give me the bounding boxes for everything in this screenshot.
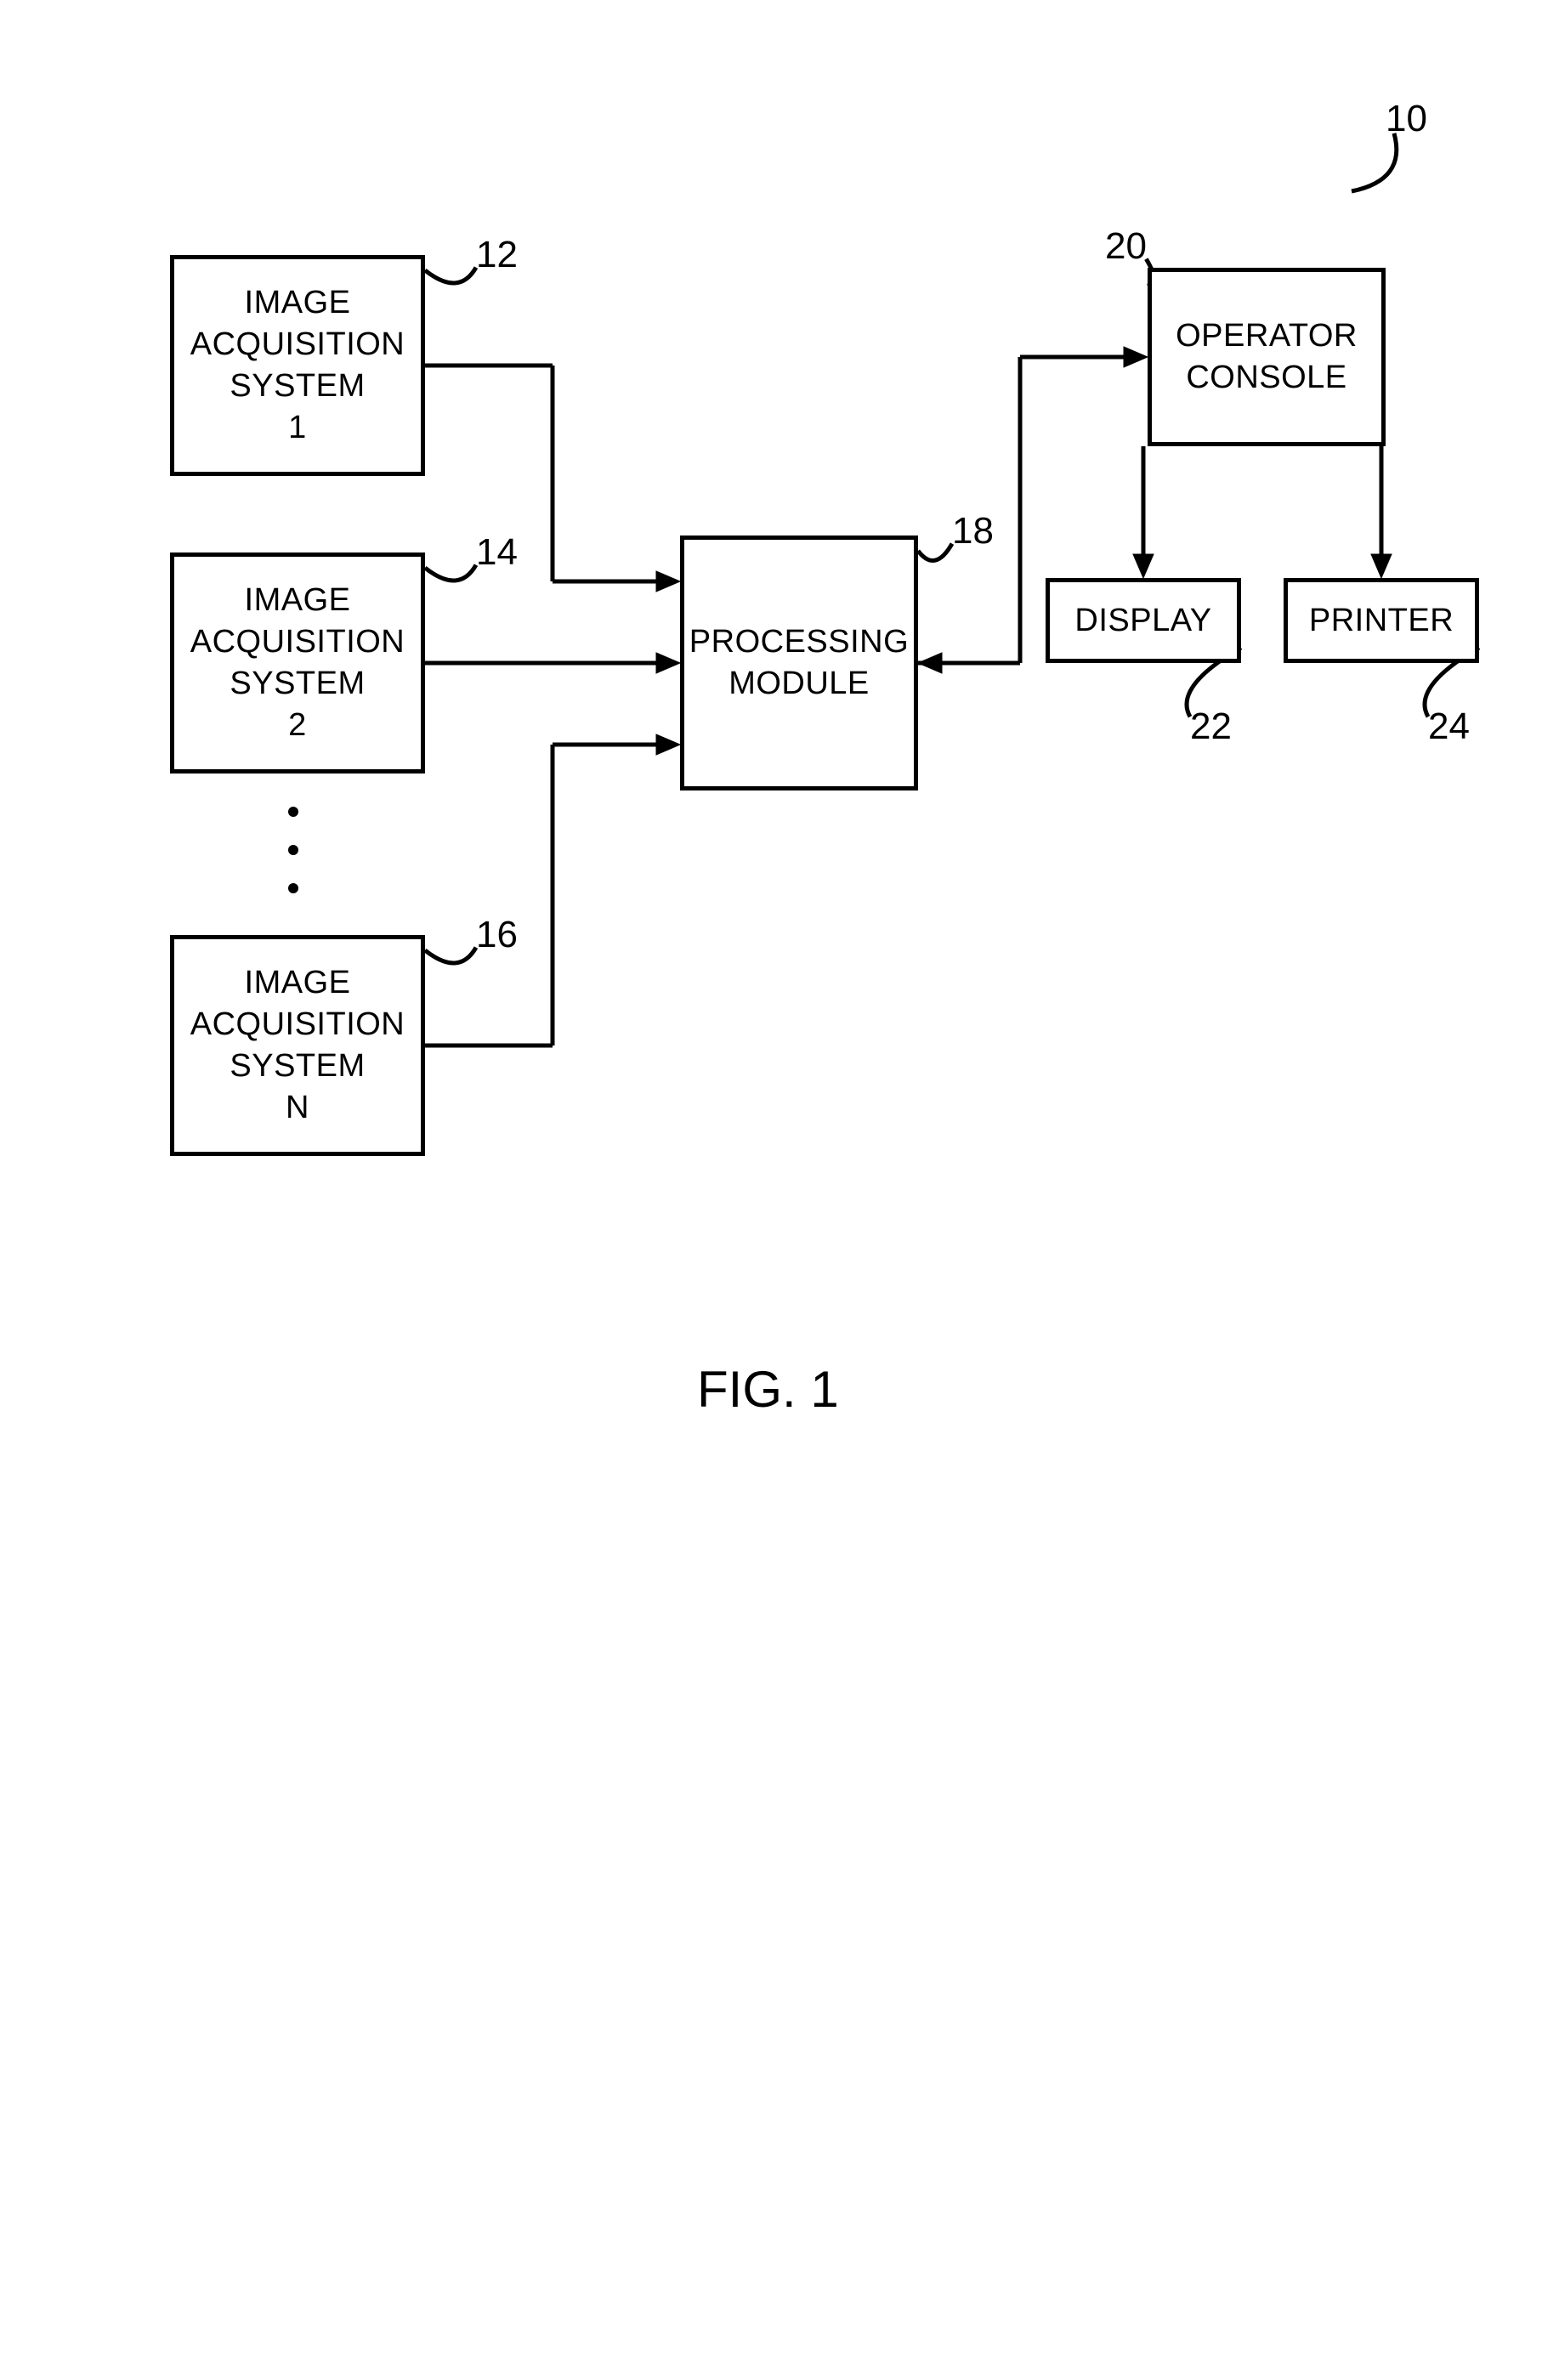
operator-console-box: OPERATOR CONSOLE bbox=[1148, 268, 1386, 446]
ref-16: 16 bbox=[476, 914, 518, 956]
ref-24: 24 bbox=[1428, 706, 1470, 748]
printer-label: PRINTER bbox=[1309, 600, 1454, 642]
figure-label: FIG. 1 bbox=[697, 1360, 839, 1419]
processing-module-box: PROCESSING MODULE bbox=[680, 536, 918, 790]
display-label: DISPLAY bbox=[1074, 600, 1211, 642]
image-acquisition-system-1-box: IMAGE ACQUISITION SYSTEM 1 bbox=[170, 255, 425, 476]
display-box: DISPLAY bbox=[1046, 578, 1241, 663]
printer-box: PRINTER bbox=[1284, 578, 1479, 663]
image-acquisition-system-1-label: IMAGE ACQUISITION SYSTEM 1 bbox=[190, 282, 405, 449]
ref-14: 14 bbox=[476, 531, 518, 574]
image-acquisition-system-n-label: IMAGE ACQUISITION SYSTEM N bbox=[190, 962, 405, 1129]
operator-console-label: OPERATOR CONSOLE bbox=[1176, 315, 1358, 399]
diagram-canvas: IMAGE ACQUISITION SYSTEM 1 IMAGE ACQUISI… bbox=[0, 0, 1542, 2380]
ref-12: 12 bbox=[476, 234, 518, 276]
ref-18: 18 bbox=[952, 510, 994, 552]
ref-22: 22 bbox=[1190, 706, 1232, 748]
image-acquisition-system-2-box: IMAGE ACQUISITION SYSTEM 2 bbox=[170, 552, 425, 774]
ref-10: 10 bbox=[1386, 98, 1427, 140]
image-acquisition-system-n-box: IMAGE ACQUISITION SYSTEM N bbox=[170, 935, 425, 1156]
image-acquisition-system-2-label: IMAGE ACQUISITION SYSTEM 2 bbox=[190, 580, 405, 746]
ref-20: 20 bbox=[1105, 225, 1147, 268]
processing-module-label: PROCESSING MODULE bbox=[689, 621, 909, 705]
